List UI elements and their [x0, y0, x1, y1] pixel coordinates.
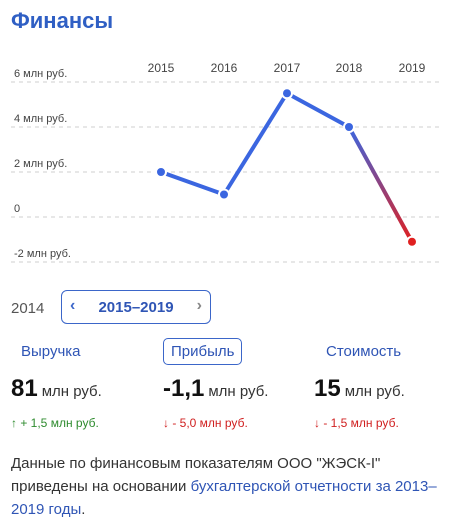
metric-revenue: 81 млн руб. — [11, 375, 102, 403]
x-tick-label: 2019 — [399, 61, 426, 75]
y-tick-label: 2 млн руб. — [14, 158, 67, 170]
series-segment — [285, 91, 351, 129]
tab-value[interactable]: Стоимость — [326, 343, 402, 360]
series-segment — [222, 91, 289, 197]
accounting-report-link[interactable]: бухгалтерской отчетности за 2013–2019 го… — [11, 478, 437, 518]
year-2014-label[interactable]: 2014 — [11, 300, 45, 317]
data-point — [155, 166, 167, 178]
metric-profit-unit: млн руб. — [208, 383, 269, 400]
series-segment — [347, 125, 414, 244]
metric-profit-delta: ↓ - 5,0 млн руб. — [163, 416, 248, 430]
page-title: Финансы — [11, 8, 114, 33]
x-tick-label: 2018 — [336, 61, 363, 75]
metric-value-value: 15 — [314, 375, 341, 402]
x-tick-label: 2017 — [274, 61, 301, 75]
y-tick-label: 0 — [14, 203, 20, 215]
finance-chart: 6 млн руб. 4 млн руб. 2 млн руб. 0 -2 млн ру… — [11, 61, 440, 263]
y-tick-label: 6 млн руб. — [14, 68, 67, 80]
x-tick-label: 2016 — [211, 61, 238, 75]
chevron-right-icon[interactable]: › — [196, 297, 202, 314]
data-point — [343, 121, 355, 133]
metric-value-unit: млн руб. — [344, 383, 405, 400]
metric-profit-value: -1,1 — [163, 375, 205, 402]
metric-profit: -1,1 млн руб. — [163, 375, 268, 403]
data-point — [406, 235, 418, 248]
metric-revenue-unit: млн руб. — [41, 383, 102, 400]
metric-revenue-delta: ↑ + 1,5 млн руб. — [11, 416, 99, 430]
data-point — [218, 188, 230, 201]
note-text: Данные по финансовым показателям ООО "ЖЭ… — [11, 455, 381, 495]
tab-profit[interactable]: Прибыль — [163, 338, 243, 365]
y-tick-label: -2 млн руб. — [14, 248, 71, 260]
data-source-note: Данные по финансовым показателям ООО "ЖЭ… — [11, 452, 443, 521]
series-segment — [159, 170, 226, 197]
period-range-label: 2015–2019 — [98, 299, 174, 316]
tab-revenue[interactable]: Выручка — [21, 343, 81, 360]
data-point — [281, 87, 293, 100]
metric-value: 15 млн руб. — [314, 375, 405, 403]
chevron-left-icon[interactable]: ‹ — [70, 297, 76, 314]
metric-revenue-value: 81 — [11, 375, 38, 402]
y-tick-label: 4 млн руб. — [14, 113, 67, 125]
note-end: . — [81, 501, 86, 518]
x-tick-label: 2015 — [148, 61, 175, 75]
period-selector: ‹ 2015–2019 › — [61, 290, 211, 324]
metric-value-delta: ↓ - 1,5 млн руб. — [314, 416, 399, 430]
